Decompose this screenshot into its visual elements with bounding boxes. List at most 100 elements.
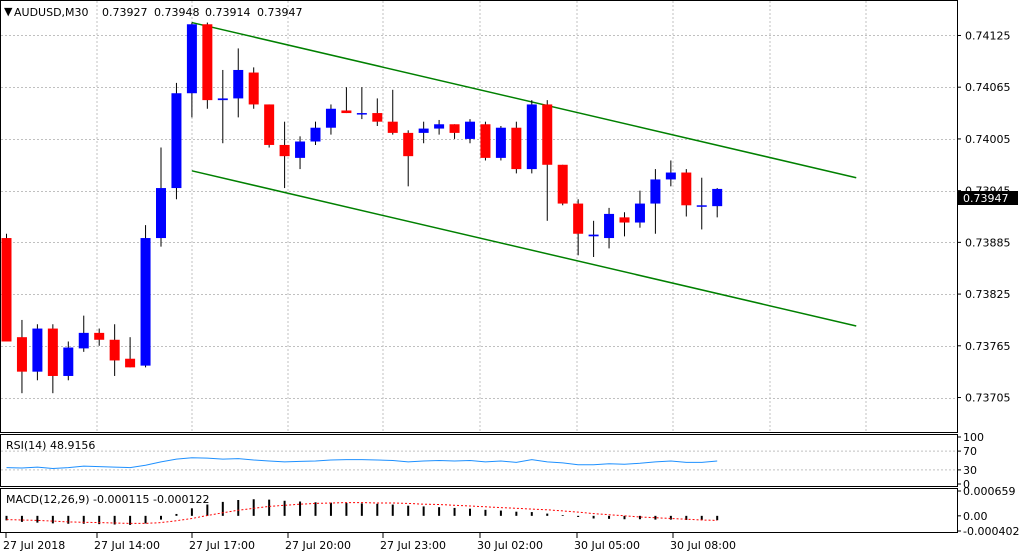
candle-body <box>78 332 89 349</box>
candle <box>310 121 321 145</box>
rsi-label: RSI(14) 48.9156 <box>6 439 95 452</box>
candle-body <box>387 121 398 133</box>
candle-body <box>526 104 537 170</box>
time-tick-label: 30 Jul 08:00 <box>670 539 736 552</box>
symbol-timeframe: AUDUSD,M30 <box>14 6 89 19</box>
rsi-tick-label: 100 <box>963 431 984 444</box>
candle <box>387 89 398 135</box>
time-tick-label: 30 Jul 05:00 <box>574 539 640 552</box>
candle <box>526 100 537 174</box>
candle-body <box>619 217 630 223</box>
price-tick-label: 0.73705 <box>965 392 1011 405</box>
candle <box>588 220 599 258</box>
grid <box>1 1 957 432</box>
header-close: 0.73947 <box>257 6 303 19</box>
candle <box>32 324 43 381</box>
macd-signal-line <box>6 502 718 524</box>
header-low: 0.73914 <box>205 6 251 19</box>
candle-body <box>47 328 58 376</box>
channel-lines <box>191 21 857 327</box>
price-tick-label: 0.73765 <box>965 340 1011 353</box>
candle <box>140 225 151 368</box>
current-price-tag <box>958 191 1018 205</box>
price-tick-label: 0.73885 <box>965 236 1011 249</box>
candle <box>295 136 306 170</box>
candle <box>156 147 166 247</box>
candle <box>94 328 105 346</box>
candle <box>465 119 475 144</box>
candle-body <box>557 164 568 204</box>
candle <box>372 98 383 126</box>
time-tick-label: 27 Jul 23:00 <box>380 539 446 552</box>
candle <box>434 119 445 135</box>
candle <box>681 169 692 217</box>
channel-line-upper <box>191 21 857 179</box>
candle-body <box>171 93 182 189</box>
macd-tick-label: 0.00 <box>963 510 988 523</box>
price-axis: 0.741250.740650.740050.739450.738850.738… <box>957 29 1011 405</box>
candle <box>109 324 120 376</box>
candle-body <box>511 127 522 170</box>
candle-body <box>32 328 43 372</box>
header-high: 0.73948 <box>154 6 200 19</box>
candle-body <box>1 238 12 342</box>
candle-body <box>341 110 352 114</box>
candle <box>47 324 58 394</box>
candle <box>712 188 723 218</box>
candle-body <box>573 203 584 234</box>
candle-body <box>696 205 707 207</box>
candle-body <box>356 113 367 115</box>
price-tick-label: 0.74005 <box>965 133 1011 146</box>
candle-body <box>248 72 259 105</box>
candle-body <box>156 188 166 239</box>
candle <box>418 121 429 144</box>
candle-body <box>372 113 383 122</box>
macd-label: MACD(12,26,9) -0.000115 -0.000122 <box>6 493 209 506</box>
rsi-tick-label: 30 <box>963 464 977 477</box>
candle <box>665 160 676 187</box>
candle <box>279 121 290 189</box>
time-axis: 27 Jul 2018 27 Jul 14:00 27 Jul 17:00 27 Ju… <box>3 533 736 552</box>
macd-panel-frame <box>0 488 958 533</box>
candle <box>557 164 568 206</box>
candle-body <box>418 128 429 133</box>
candle <box>480 121 491 161</box>
candle-body <box>665 172 676 180</box>
candle <box>356 87 367 120</box>
main-panel-frame <box>0 0 958 433</box>
rsi-panel-frame <box>0 434 958 487</box>
time-tick-label: 27 Jul 2018 <box>3 539 65 552</box>
candle-body <box>403 132 414 157</box>
candle-body <box>325 108 336 128</box>
current-price-label: 0.73947 <box>963 192 1009 205</box>
candle-body <box>465 121 475 139</box>
candle-body <box>542 104 553 165</box>
time-tick-label: 27 Jul 14:00 <box>94 539 160 552</box>
candle <box>573 199 584 256</box>
candle <box>634 190 645 228</box>
channel-line-lower <box>191 170 857 327</box>
candle-body <box>310 127 321 142</box>
candle <box>16 319 27 394</box>
candle-body <box>495 127 506 158</box>
candle-body <box>217 98 228 101</box>
candle <box>325 104 336 135</box>
candle <box>449 124 460 139</box>
candle-body <box>634 203 645 223</box>
candle <box>217 69 228 144</box>
macd-indicator: 0.000659 0.00 -0.000402 <box>5 485 1019 538</box>
candle-body <box>202 24 213 101</box>
candle <box>233 48 244 118</box>
candle <box>125 337 136 368</box>
time-tick-label: 27 Jul 20:00 <box>285 539 351 552</box>
header-open: 0.73927 <box>102 6 148 19</box>
price-tick-label: 0.74125 <box>965 29 1011 42</box>
candle-body <box>650 179 661 204</box>
candle-body <box>279 144 290 157</box>
time-tick-label: 27 Jul 17:00 <box>189 539 255 552</box>
price-tick-label: 0.73825 <box>965 288 1011 301</box>
candle-body <box>681 172 692 206</box>
rsi-line <box>6 457 718 470</box>
